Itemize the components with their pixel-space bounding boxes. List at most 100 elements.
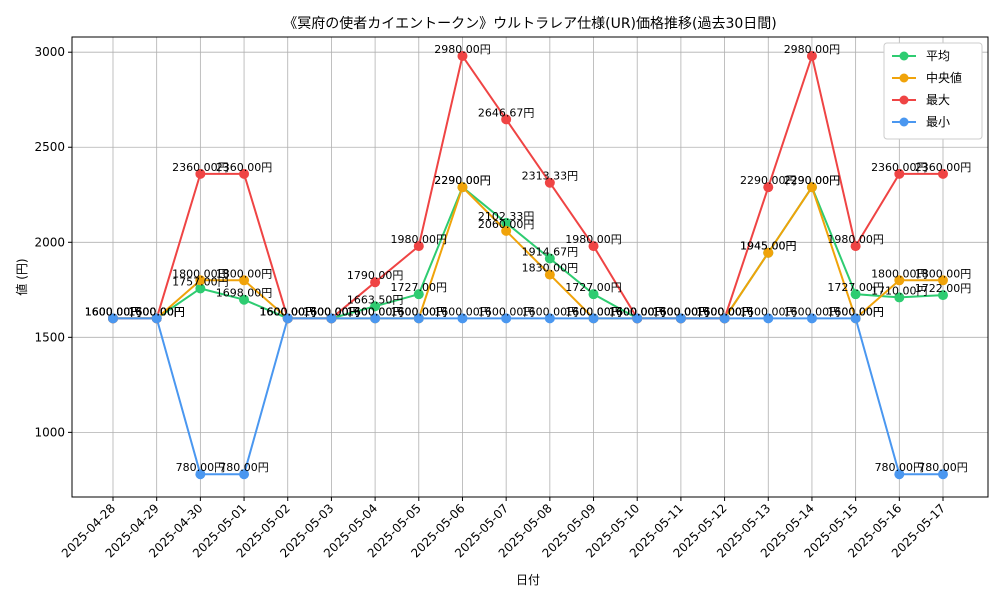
plot-frame xyxy=(71,36,989,498)
data-label: 1600.00円 xyxy=(85,305,142,318)
data-label: 1800.00円 xyxy=(915,267,972,280)
data-label: 2290.00円 xyxy=(434,174,491,187)
data-point xyxy=(239,168,250,179)
data-label: 1663.50円 xyxy=(347,293,404,306)
data-label: 1914.67円 xyxy=(522,246,579,259)
data-point xyxy=(719,313,730,324)
data-point xyxy=(370,277,381,288)
data-label: 1800.00円 xyxy=(871,267,928,280)
data-point xyxy=(938,469,948,480)
data-label: 2360.00円 xyxy=(915,161,972,174)
data-point xyxy=(457,313,468,324)
data-label: 1600.00円 xyxy=(609,305,666,318)
data-label: 2360.00円 xyxy=(172,161,229,174)
data-label: 780.00円 xyxy=(219,461,269,474)
data-point xyxy=(850,241,861,252)
data-label: 1600.00円 xyxy=(696,305,753,318)
data-label: 1600.00円 xyxy=(259,305,316,318)
data-label: 2060.00円 xyxy=(478,218,535,231)
y-axis-label: 値 (円) xyxy=(14,258,29,295)
data-point xyxy=(195,469,206,480)
data-label: 1600.00円 xyxy=(128,305,185,318)
data-point xyxy=(938,275,948,286)
y-tick-label: 2000 xyxy=(34,235,65,249)
axes: 100015002000250030002025-04-282025-04-29… xyxy=(34,36,989,560)
data-label: 1698.00円 xyxy=(216,287,273,300)
data-label: 1600.00円 xyxy=(478,305,535,318)
data-label: 2980.00円 xyxy=(434,43,491,56)
data-point xyxy=(850,313,861,324)
data-point xyxy=(501,225,512,236)
data-labels: 1600.00円1600.00円1757.00円1698.00円1600.00円… xyxy=(85,43,972,474)
data-point xyxy=(938,168,948,179)
data-label: 1980.00円 xyxy=(391,233,448,246)
data-label: 1727.00円 xyxy=(391,281,448,294)
data-point xyxy=(457,182,468,193)
data-point xyxy=(894,292,905,303)
data-point xyxy=(763,313,774,324)
legend-entry: 最小 xyxy=(926,115,950,129)
data-label: 1945.00円 xyxy=(740,240,797,253)
data-label: 1790.00円 xyxy=(347,269,404,282)
data-point xyxy=(632,313,643,324)
data-label: 1600.00円 xyxy=(827,305,884,318)
data-label: 2980.00円 xyxy=(784,43,841,56)
data-label: 1980.00円 xyxy=(827,233,884,246)
data-label: 1600.00円 xyxy=(565,305,622,318)
data-label: 1600.00円 xyxy=(303,305,360,318)
data-label: 2290.00円 xyxy=(434,174,491,187)
data-point xyxy=(370,313,381,324)
data-label: 1600.00円 xyxy=(259,305,316,318)
data-point xyxy=(239,294,250,305)
data-point xyxy=(806,51,817,62)
data-label: 1600.00円 xyxy=(128,305,185,318)
data-point xyxy=(850,289,861,300)
data-label: 2290.00円 xyxy=(740,174,797,187)
data-label: 1600.00円 xyxy=(653,305,710,318)
data-label: 1600.00円 xyxy=(303,305,360,318)
data-point xyxy=(894,275,905,286)
data-label: 1600.00円 xyxy=(347,305,404,318)
data-label: 2102.33円 xyxy=(478,210,535,223)
data-point xyxy=(413,313,424,324)
data-label: 2313.33円 xyxy=(522,170,579,183)
data-label: 1600.00円 xyxy=(565,305,622,318)
data-label: 1600.00円 xyxy=(522,305,579,318)
data-point xyxy=(894,168,905,179)
data-label: 2360.00円 xyxy=(216,161,273,174)
data-point xyxy=(195,283,206,294)
data-label: 2290.00円 xyxy=(784,174,841,187)
data-label: 2290.00円 xyxy=(784,174,841,187)
data-label: 1600.00円 xyxy=(827,305,884,318)
series-line xyxy=(113,184,943,321)
data-label: 1710.00円 xyxy=(871,284,928,297)
data-point xyxy=(588,289,599,300)
data-point xyxy=(413,241,424,252)
chart-title: 《冥府の使者カイエントークン》ウルトラレア仕様(UR)価格推移(過去30日間) xyxy=(283,15,777,32)
legend-marker xyxy=(899,117,909,127)
data-label: 1600.00円 xyxy=(85,305,142,318)
data-label: 1727.00円 xyxy=(827,281,884,294)
legend-marker xyxy=(899,51,909,61)
data-label: 1600.00円 xyxy=(303,305,360,318)
data-label: 1600.00円 xyxy=(391,305,448,318)
data-point xyxy=(894,469,905,480)
data-point xyxy=(501,217,512,228)
data-point xyxy=(763,182,774,193)
data-label: 1600.00円 xyxy=(128,305,185,318)
data-point xyxy=(108,313,118,324)
data-label: 1600.00円 xyxy=(85,305,142,318)
data-label: 1980.00円 xyxy=(565,233,622,246)
y-tick-label: 2500 xyxy=(34,140,65,154)
data-point xyxy=(457,51,468,62)
data-label: 2360.00円 xyxy=(871,161,928,174)
data-label: 1600.00円 xyxy=(696,305,753,318)
data-point xyxy=(195,168,206,179)
data-label: 1600.00円 xyxy=(391,305,448,318)
series-line xyxy=(113,52,943,320)
data-point xyxy=(151,313,162,324)
data-point xyxy=(675,313,686,324)
data-label: 1600.00円 xyxy=(303,305,360,318)
